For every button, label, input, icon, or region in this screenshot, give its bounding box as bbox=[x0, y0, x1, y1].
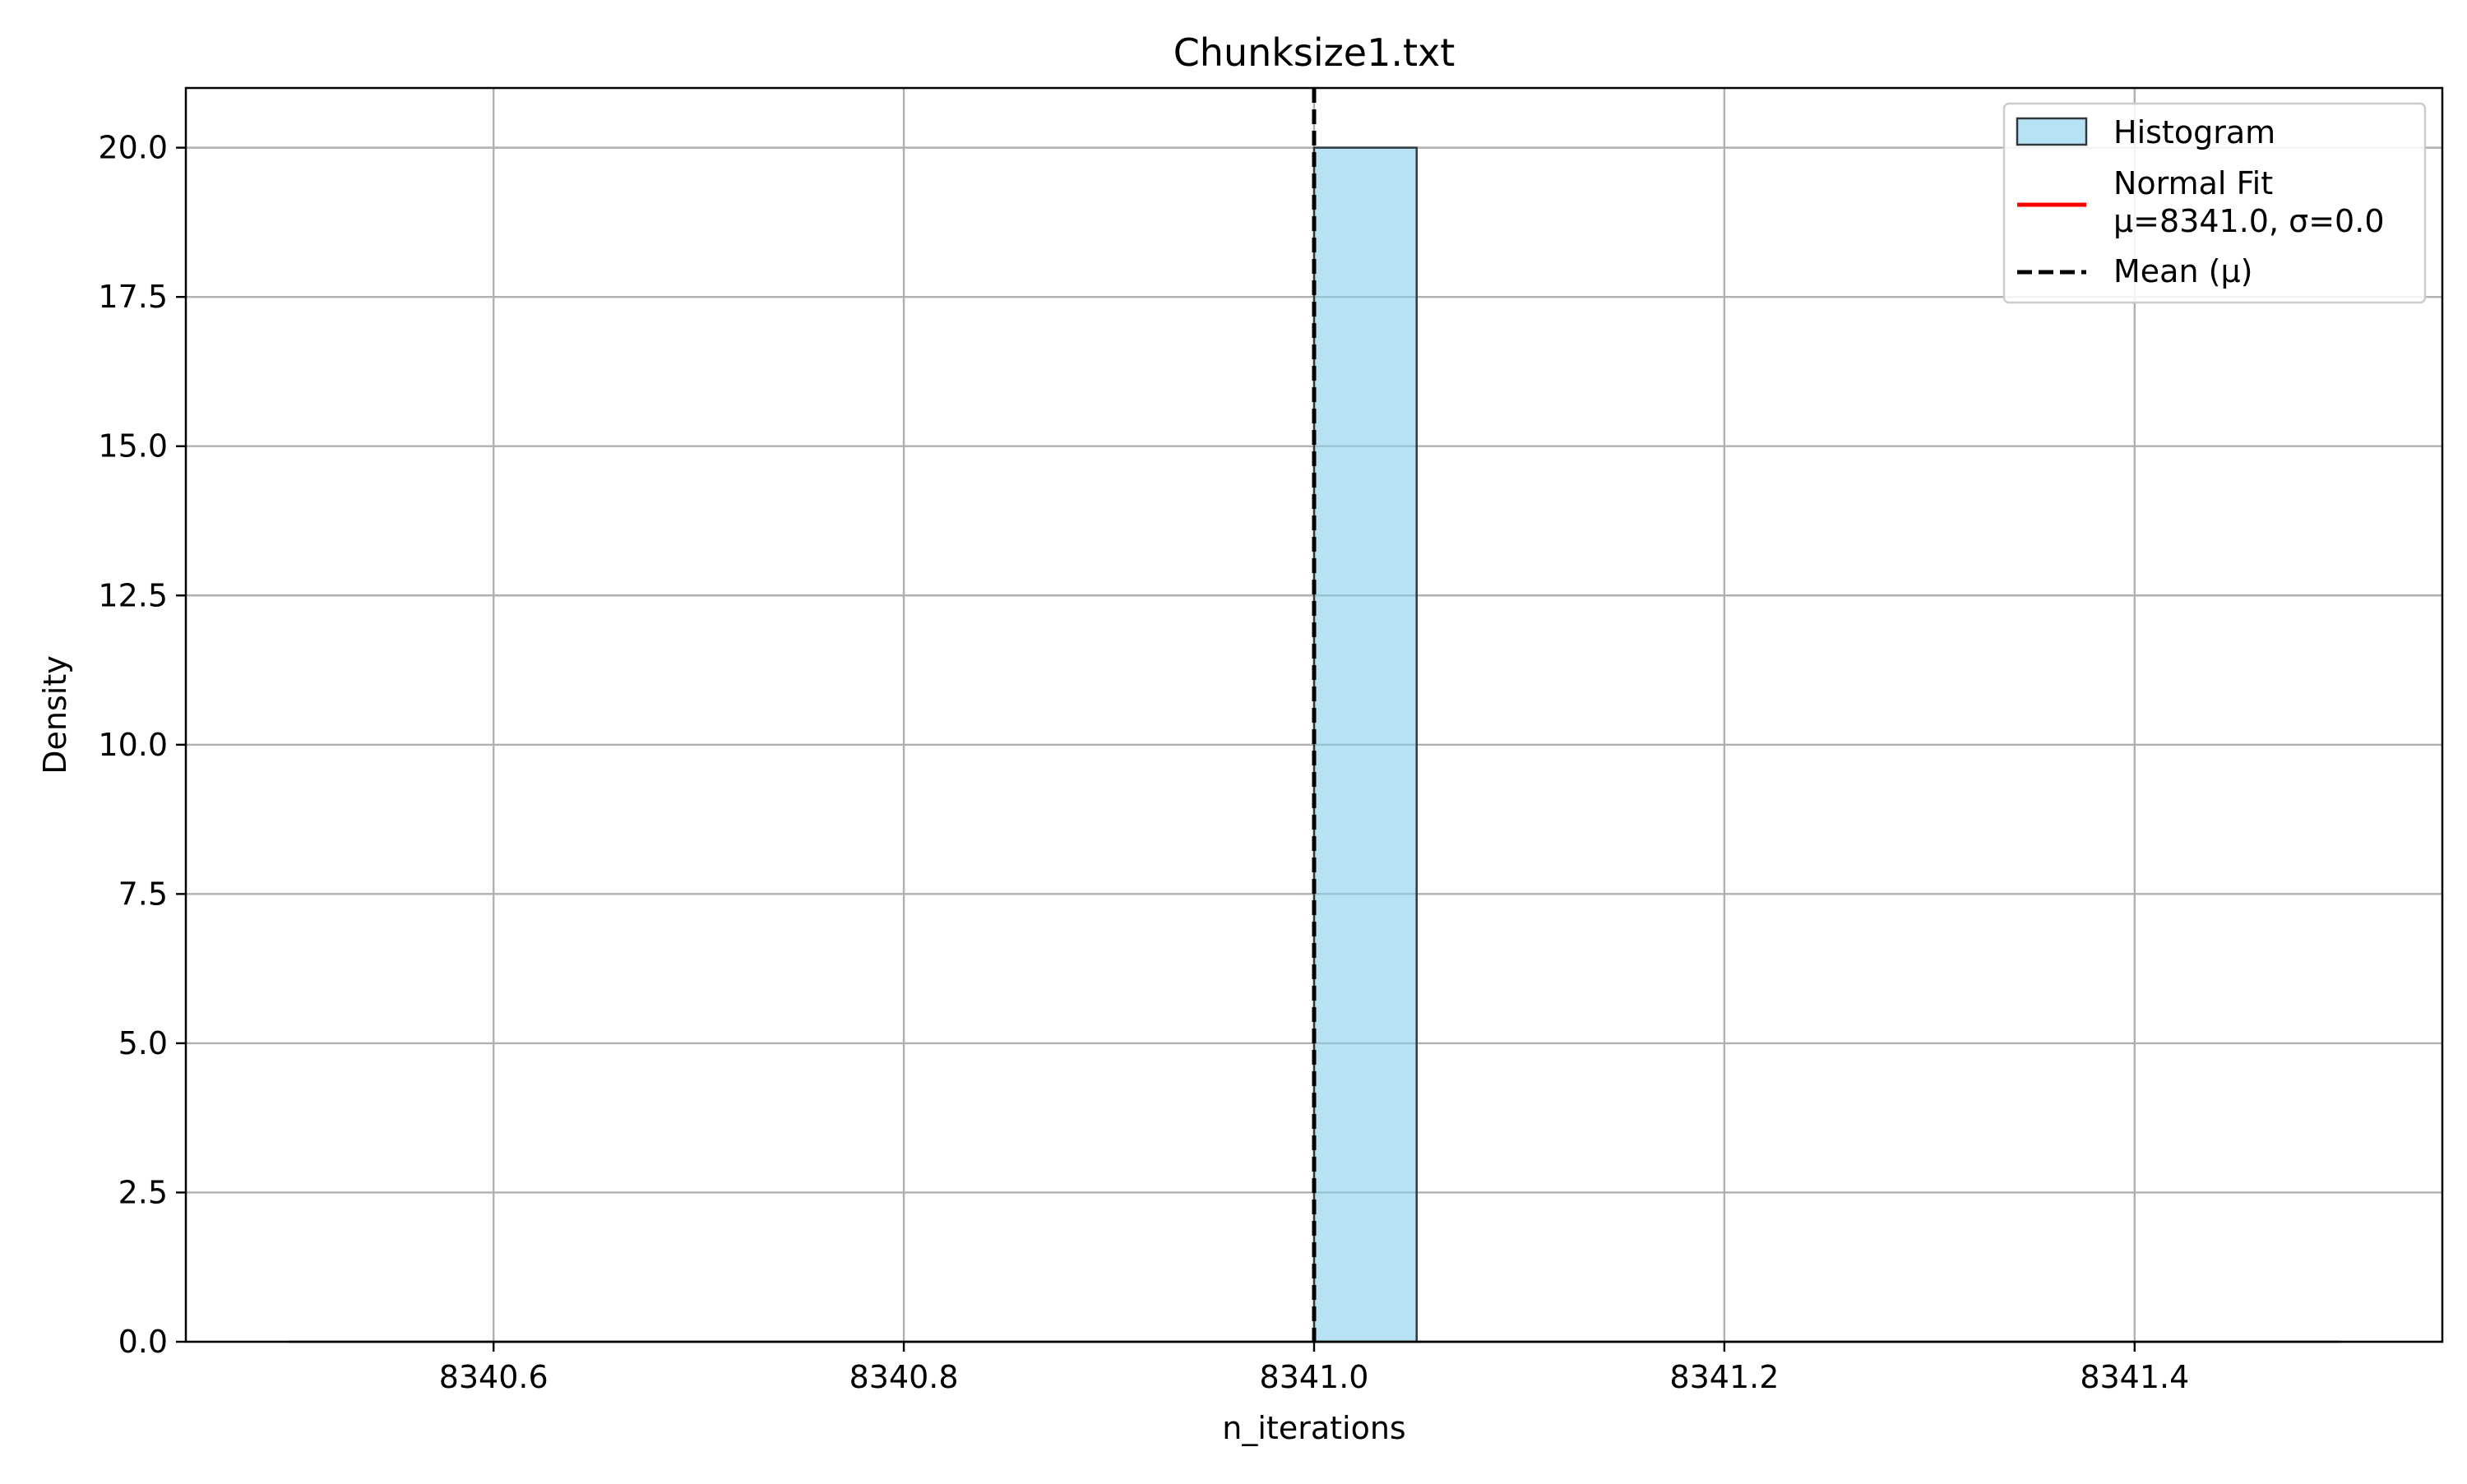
x-axis-label: n_iterations bbox=[1222, 1410, 1405, 1446]
histogram-bar bbox=[1312, 146, 1418, 1343]
x-tick-label: 8341.0 bbox=[1260, 1359, 1369, 1395]
legend: Histogram Normal Fit μ=8341.0, σ=0.0 Mean (… bbox=[2002, 102, 2427, 304]
legend-label-normal-fit: Normal Fit μ=8341.0, σ=0.0 bbox=[2113, 165, 2385, 239]
axis-ticks: 8340.6 8340.8 8341.0 8341.2 8341.4 0.0 2.5 5.0 7… bbox=[98, 130, 2189, 1395]
y-tick-label: 17.5 bbox=[98, 279, 168, 315]
y-tick-label: 2.5 bbox=[118, 1174, 168, 1210]
chart-title: Chunksize1.txt bbox=[1173, 30, 1456, 75]
y-tick-label: 20.0 bbox=[98, 130, 168, 166]
legend-label-histogram: Histogram bbox=[2113, 114, 2275, 150]
histogram-bars bbox=[1312, 146, 1418, 1343]
y-tick-label: 12.5 bbox=[98, 577, 168, 613]
y-tick-label: 15.0 bbox=[98, 428, 168, 465]
y-tick-label: 0.0 bbox=[118, 1324, 168, 1360]
legend-label-mean: Mean (μ) bbox=[2113, 253, 2252, 289]
y-tick-label: 10.0 bbox=[98, 727, 168, 763]
y-tick-label: 5.0 bbox=[118, 1025, 168, 1061]
x-tick-label: 8341.2 bbox=[1669, 1359, 1779, 1395]
x-tick-label: 8341.4 bbox=[2080, 1359, 2189, 1395]
legend-box bbox=[2002, 102, 2427, 304]
y-axis-label: Density bbox=[37, 655, 73, 774]
y-tick-label: 7.5 bbox=[118, 876, 168, 912]
x-tick-label: 8340.8 bbox=[849, 1359, 959, 1395]
legend-swatch-histogram bbox=[2016, 117, 2088, 146]
x-tick-label: 8340.6 bbox=[439, 1359, 548, 1395]
